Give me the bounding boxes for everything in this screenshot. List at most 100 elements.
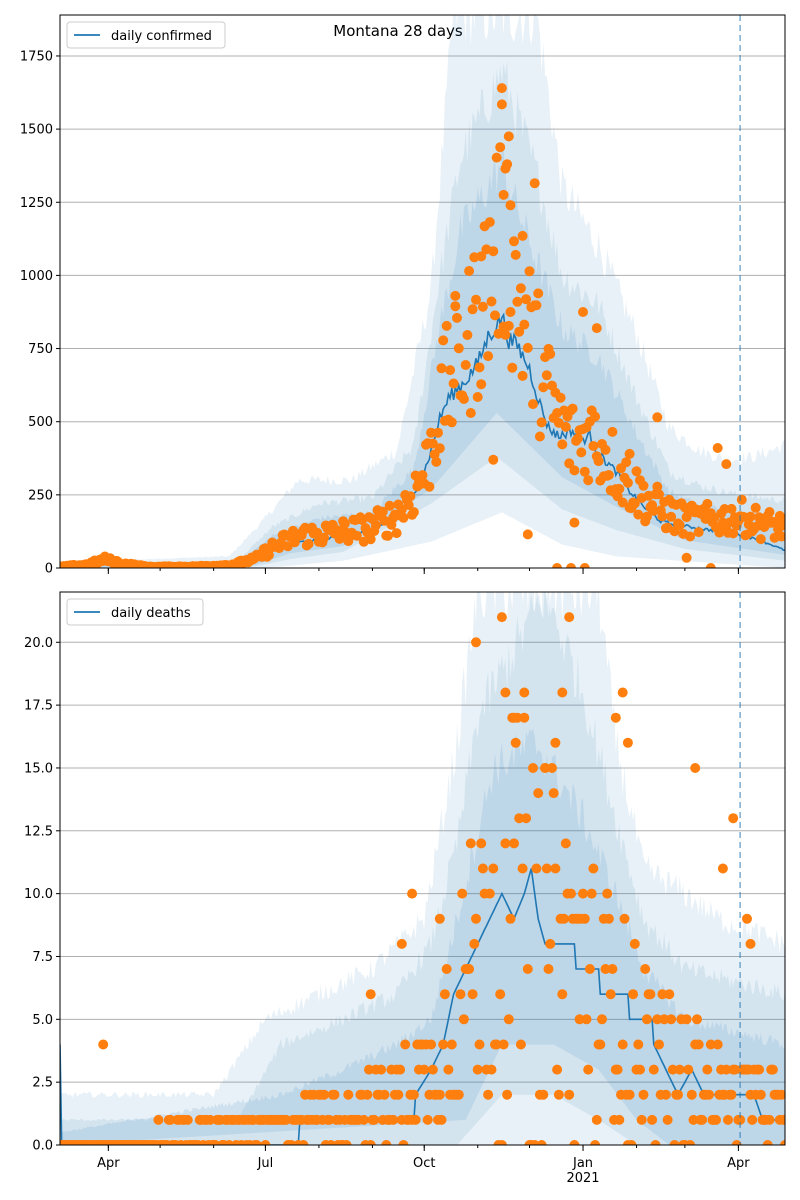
data-point [341, 1140, 352, 1145]
band-2 [60, 149, 785, 568]
data-point [488, 454, 499, 465]
data-point [603, 470, 614, 480]
data-point [369, 1114, 380, 1125]
data-point [533, 288, 544, 299]
data-point [541, 370, 552, 381]
data-point [721, 1064, 732, 1075]
data-point [446, 1039, 457, 1050]
data-point [712, 443, 723, 453]
data-point [153, 1114, 164, 1125]
band-1 [60, 592, 785, 1145]
data-point [614, 483, 625, 494]
data-point [474, 1039, 485, 1050]
data-point [711, 1114, 721, 1125]
data-point [569, 1140, 580, 1145]
data-point [559, 913, 569, 924]
data-point [702, 498, 713, 509]
data-point [436, 1114, 447, 1125]
data-point [517, 370, 528, 381]
data-point [545, 349, 556, 359]
data-point [693, 1039, 704, 1050]
data-point [495, 142, 506, 153]
data-point [462, 330, 473, 340]
legend: daily confirmed [66, 21, 226, 49]
data-point [457, 888, 468, 899]
data-point [576, 447, 587, 458]
data-point [472, 392, 483, 402]
data-point [572, 433, 583, 444]
data-point [747, 1114, 758, 1125]
data-point [165, 1114, 176, 1125]
panel-daily-deaths: 0.0 2.5 5.0 7.5 10.0 12.5 15.0 17.5 20.0 Apr Jul Oc… [24, 591, 786, 1186]
data-point [569, 517, 580, 528]
data-point [631, 466, 642, 477]
data-point [370, 520, 381, 531]
observed-points [60, 612, 785, 1145]
data-point [660, 1089, 671, 1100]
data-point [731, 1140, 742, 1145]
data-point [319, 532, 330, 543]
data-point [453, 1089, 464, 1100]
data-point [439, 989, 450, 1000]
data-point [624, 448, 635, 459]
data-point [417, 470, 428, 481]
data-point [476, 379, 487, 390]
data-point [365, 989, 376, 1000]
data-point [469, 938, 480, 949]
data-point [543, 964, 554, 974]
data-point [298, 1140, 309, 1145]
data-point [376, 1064, 387, 1075]
data-point [471, 913, 481, 924]
data-point [567, 403, 578, 414]
data-point [488, 246, 499, 257]
data-point [674, 520, 685, 531]
data-point [521, 294, 532, 305]
data-point [408, 1089, 419, 1100]
data-point [622, 737, 633, 748]
data-point [502, 1089, 513, 1100]
data-point [667, 1064, 678, 1075]
data-point [281, 1114, 292, 1125]
data-point [407, 888, 418, 899]
data-point [735, 1114, 746, 1125]
data-point [434, 443, 445, 454]
data-point [484, 217, 495, 228]
data-point [495, 989, 506, 1000]
data-point [260, 1140, 271, 1145]
panel-daily-confirmed: 0 250 500 750 1000 1250 1500 1750 daily confirme… [20, 14, 786, 577]
data-point [636, 1114, 647, 1125]
uncertainty-bands [60, 592, 785, 1145]
y-tick-label: 750 [28, 342, 53, 357]
data-point [583, 475, 594, 486]
data-point [403, 500, 414, 510]
y-tick-label: 7.5 [32, 950, 53, 965]
data-point [729, 1064, 740, 1075]
data-point [564, 1089, 575, 1100]
data-point [453, 343, 464, 354]
data-point [486, 1064, 497, 1075]
data-point [477, 863, 488, 874]
data-point [648, 1064, 659, 1075]
y-tick-label: 12.5 [24, 824, 53, 839]
data-point [704, 1089, 714, 1100]
data-point [515, 283, 526, 294]
data-point [484, 888, 495, 899]
data-point [500, 838, 511, 849]
data-point [524, 266, 535, 277]
data-point [509, 236, 519, 247]
data-point [564, 612, 575, 623]
data-point [509, 838, 519, 849]
data-point [597, 1014, 607, 1025]
observed-points [60, 83, 785, 568]
data-point [685, 531, 696, 542]
data-point [381, 1140, 392, 1145]
data-point [498, 189, 509, 200]
data-point [664, 989, 675, 1000]
data-point [395, 1064, 406, 1075]
data-point [465, 408, 476, 418]
data-point [465, 838, 476, 849]
data-point [650, 1140, 661, 1145]
data-point [534, 431, 545, 442]
data-point [458, 394, 469, 404]
